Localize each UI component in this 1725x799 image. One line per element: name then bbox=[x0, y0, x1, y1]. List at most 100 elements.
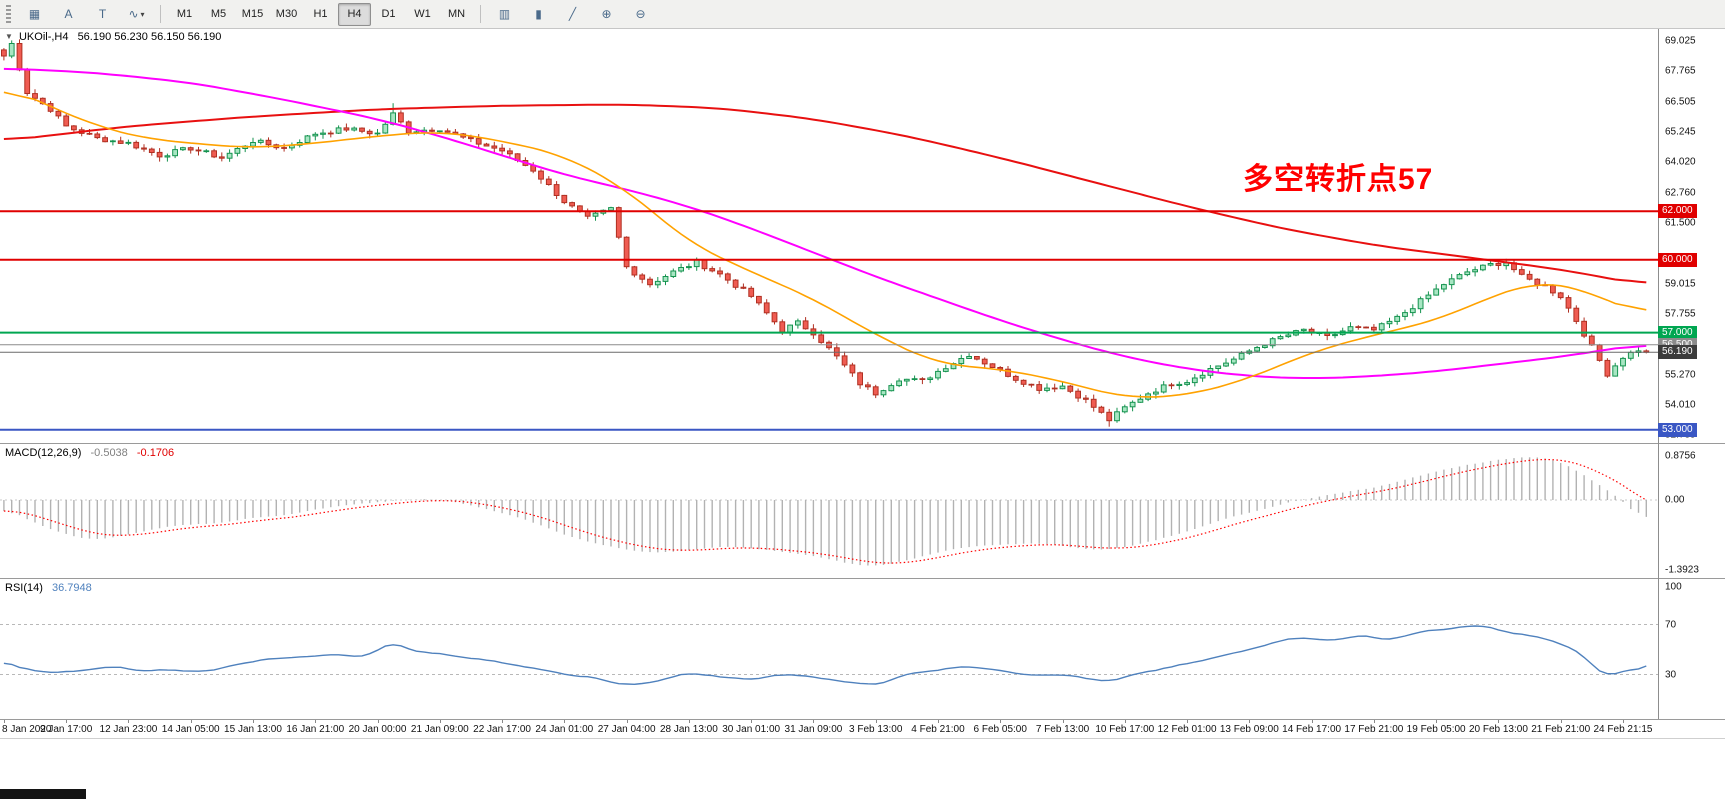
text-tool[interactable]: T bbox=[98, 7, 107, 21]
zoom-in-icon[interactable]: ⊕ bbox=[601, 7, 612, 21]
timeframe-H4[interactable]: H4 bbox=[338, 2, 371, 26]
indicator-axis-label: 0.00 bbox=[1665, 494, 1685, 506]
timeframe-MN[interactable]: MN bbox=[447, 8, 466, 20]
time-axis-tick bbox=[1000, 720, 1002, 723]
dropdown-arrow-icon[interactable]: ▾ bbox=[140, 9, 145, 19]
timeframe-M15[interactable]: M15 bbox=[241, 8, 264, 20]
time-axis-tick bbox=[190, 720, 192, 723]
price-axis-label: 67.765 bbox=[1665, 65, 1696, 77]
time-axis-label: 14 Jan 05:00 bbox=[161, 724, 220, 735]
toolbar-grip-handle[interactable] bbox=[6, 5, 11, 23]
rsi-title: RSI(14) bbox=[5, 582, 43, 594]
indicator-axis-label: 30 bbox=[1665, 669, 1677, 680]
macd-title: MACD(12,26,9) bbox=[5, 447, 82, 459]
rsi-chart-canvas[interactable] bbox=[0, 579, 1725, 720]
time-axis-label: 16 Jan 21:00 bbox=[286, 724, 345, 735]
text-label-tool[interactable]: A bbox=[64, 7, 73, 21]
time-axis-label: 21 Jan 09:00 bbox=[410, 724, 469, 735]
time-axis-label: 24 Jan 01:00 bbox=[535, 724, 594, 735]
chart-list-icon[interactable]: ▦ bbox=[28, 7, 41, 21]
time-axis-label: 14 Feb 17:00 bbox=[1282, 724, 1342, 735]
rsi-panel: RSI(14) 36.7948 100 70 30 bbox=[0, 578, 1725, 720]
price-level-badge: 60.000 bbox=[1658, 252, 1697, 267]
time-axis-label: 13 Feb 09:00 bbox=[1219, 724, 1279, 735]
price-axis-label: 65.245 bbox=[1665, 126, 1696, 138]
time-axis-tick bbox=[377, 720, 379, 723]
time-axis-label: 8 Jan 2020 bbox=[2, 724, 52, 735]
time-axis-tick bbox=[937, 720, 939, 723]
time-axis-label: 30 Jan 01:00 bbox=[722, 724, 781, 735]
time-axis-label: 24 Feb 21:15 bbox=[1593, 724, 1653, 735]
ohlc-values: 56.190 56.230 56.150 56.190 bbox=[77, 31, 222, 43]
timeframe-M5[interactable]: M5 bbox=[210, 8, 227, 20]
timeframe-M30[interactable]: M30 bbox=[275, 8, 298, 20]
time-axis-tick bbox=[439, 720, 441, 723]
bar-chart-icon[interactable]: ▥ bbox=[498, 7, 511, 21]
price-level-badge: 62.000 bbox=[1658, 204, 1697, 219]
price-axis[interactable]: 69.025 67.765 66.505 65.245 64.020 62.760 61.5… bbox=[1658, 28, 1725, 443]
price-axis-label: 54.010 bbox=[1665, 399, 1696, 411]
time-axis[interactable]: 8 Jan 2020 9 Jan 17:00 12 Jan 23:00 14 Jan … bbox=[0, 719, 1725, 739]
time-axis-tick bbox=[128, 720, 130, 723]
price-axis-label: 57.755 bbox=[1665, 308, 1696, 320]
macd-axis[interactable]: 0.8756 0.00 -1.3923 bbox=[1658, 444, 1725, 579]
zoom-out-icon[interactable]: ⊖ bbox=[635, 7, 646, 21]
timeframe-W1[interactable]: W1 bbox=[414, 8, 431, 20]
macd-header: MACD(12,26,9) -0.5038 -0.1706 bbox=[5, 447, 174, 459]
chart-annotation-text[interactable]: 多空转折点57 bbox=[1243, 163, 1434, 196]
timeframe-M1[interactable]: M1 bbox=[176, 8, 193, 20]
price-axis-label: 64.020 bbox=[1665, 156, 1696, 168]
indicator-axis-label: -1.3923 bbox=[1665, 564, 1699, 576]
price-axis-label: 61.500 bbox=[1665, 217, 1696, 229]
price-axis-label: 59.015 bbox=[1665, 278, 1696, 290]
time-axis-tick bbox=[252, 720, 254, 723]
bottom-margin bbox=[0, 737, 1725, 799]
time-axis-tick bbox=[315, 720, 317, 723]
time-axis-tick bbox=[1622, 720, 1624, 723]
toolbar-separator bbox=[160, 5, 161, 23]
bid-price-badge: 56.190 bbox=[1658, 345, 1697, 360]
time-axis-tick bbox=[813, 720, 815, 723]
price-level-badge: 53.000 bbox=[1658, 422, 1697, 437]
line-chart-icon[interactable]: ╱ bbox=[568, 7, 577, 21]
indicator-axis-label: 0.8756 bbox=[1665, 450, 1696, 462]
indicator-axis-label: 100 bbox=[1665, 581, 1682, 593]
price-axis-label: 55.270 bbox=[1665, 369, 1696, 381]
time-axis-label: 9 Jan 17:00 bbox=[40, 724, 93, 735]
toolbar-right-group: ▥ ▮ ╱ ⊕ ⊖ bbox=[488, 3, 657, 26]
timeframe-D1[interactable]: D1 bbox=[381, 8, 396, 20]
time-axis-tick bbox=[1311, 720, 1313, 723]
toolbar-left-group: ▦ A T ∿ ▾ bbox=[18, 3, 153, 26]
macd-signal-value: -0.1706 bbox=[136, 447, 175, 459]
macd-chart-canvas[interactable] bbox=[0, 444, 1725, 579]
time-axis-label: 19 Feb 05:00 bbox=[1406, 724, 1466, 735]
timeframe-H1[interactable]: H1 bbox=[313, 8, 328, 20]
time-axis-label: 27 Jan 04:00 bbox=[597, 724, 656, 735]
price-axis-label: 66.505 bbox=[1665, 96, 1696, 108]
macd-panel: MACD(12,26,9) -0.5038 -0.1706 0.8756 0.00… bbox=[0, 443, 1725, 579]
time-axis-tick bbox=[1249, 720, 1251, 723]
chart-header: ▼ UKOil-,H4 56.190 56.230 56.150 56.190 bbox=[5, 31, 221, 43]
time-axis-tick bbox=[1373, 720, 1375, 723]
price-axis-label: 62.760 bbox=[1665, 187, 1696, 199]
time-axis-label: 31 Jan 09:00 bbox=[784, 724, 843, 735]
price-axis-label: 69.025 bbox=[1665, 35, 1696, 47]
time-axis-label: 20 Jan 00:00 bbox=[348, 724, 407, 735]
polyline-tool[interactable]: ∿ ▾ bbox=[128, 7, 145, 21]
taskbar-fragment bbox=[0, 789, 86, 799]
symbol-title: UKOil-,H4 bbox=[18, 31, 69, 43]
chart-expand-icon[interactable]: ▼ bbox=[5, 32, 13, 41]
price-chart-canvas[interactable] bbox=[0, 28, 1725, 443]
time-axis-tick bbox=[1187, 720, 1189, 723]
time-axis-label: 3 Feb 13:00 bbox=[849, 724, 903, 735]
rsi-axis[interactable]: 100 70 30 bbox=[1658, 579, 1725, 720]
price-level-badge: 57.000 bbox=[1658, 325, 1697, 340]
time-axis-label: 28 Jan 13:00 bbox=[659, 724, 718, 735]
indicator-axis-label: 70 bbox=[1665, 619, 1677, 630]
time-axis-tick bbox=[626, 720, 628, 723]
time-axis-label: 15 Jan 13:00 bbox=[224, 724, 282, 735]
toolbar-separator bbox=[480, 5, 481, 23]
time-axis-tick bbox=[751, 720, 753, 723]
candlestick-chart-icon[interactable]: ▮ bbox=[535, 7, 542, 21]
time-axis-tick bbox=[688, 720, 690, 723]
